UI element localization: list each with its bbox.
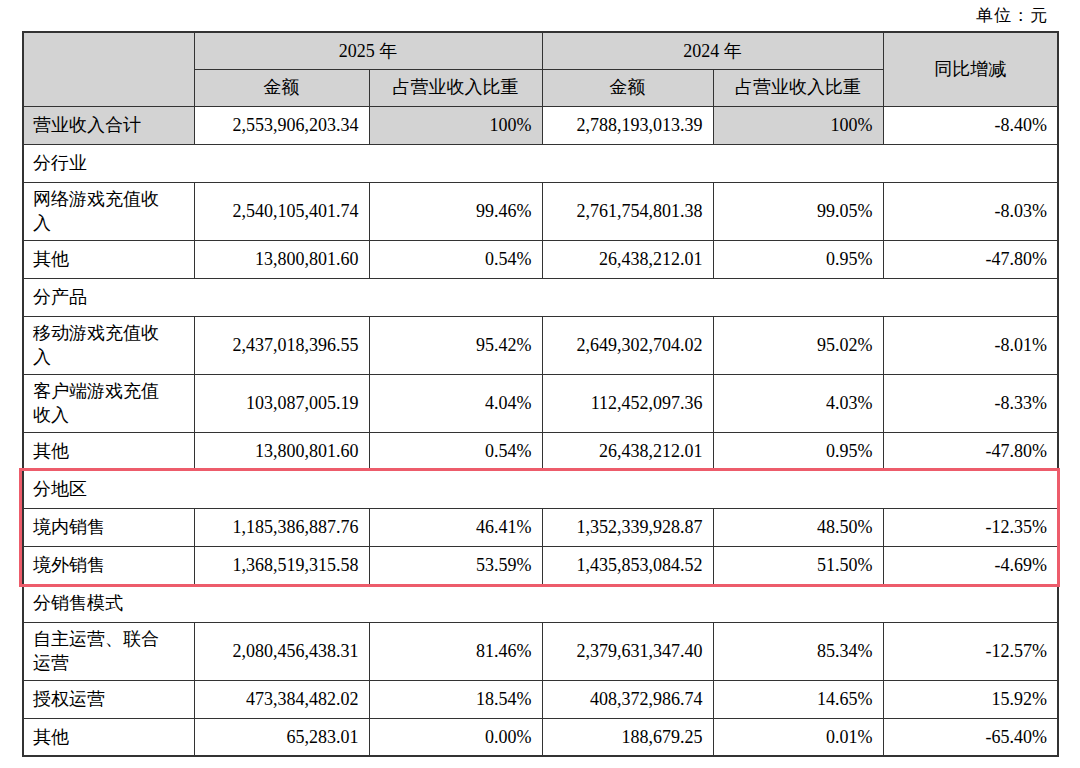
table-row: 客户端游戏充值收入103,087,005.194.04%112,452,097.… [23,374,1058,432]
amount-2025-cell: 2,437,018,396.55 [194,316,369,374]
amount-2024-cell: 2,788,193,013.39 [542,106,713,144]
amount-2024-cell: 26,438,212.01 [542,240,713,278]
amount-2025-cell: 1,368,519,315.58 [194,546,369,584]
table-row: 授权运营473,384,482.0218.54%408,372,986.7414… [23,680,1058,718]
pct-2025-header: 占营业收入比重 [369,69,542,106]
row-label: 客户端游戏充值收入 [23,374,194,432]
yoy-cell: -12.57% [883,622,1058,680]
section-label: 分产品 [23,278,1058,316]
pct-2024-cell: 100% [713,106,883,144]
row-label: 移动游戏充值收入 [23,316,194,374]
amount-2025-cell: 13,800,801.60 [194,240,369,278]
yoy-cell: -4.69% [883,546,1058,584]
table-row: 其他13,800,801.600.54%26,438,212.010.95%-4… [23,240,1058,278]
yoy-cell: 15.92% [883,680,1058,718]
pct-2024-cell: 48.50% [713,508,883,546]
row-label: 营业收入合计 [23,106,194,144]
amount-2025-header: 金额 [194,69,369,106]
table-row: 其他65,283.010.00%188,679.250.01%-65.40% [23,718,1058,756]
yoy-cell: -47.80% [883,432,1058,470]
yoy-cell: -8.01% [883,316,1058,374]
pct-2025-cell: 99.46% [369,182,542,240]
amount-2024-cell: 188,679.25 [542,718,713,756]
yoy-cell: -8.33% [883,374,1058,432]
section-label: 分销售模式 [23,584,1058,622]
pct-2025-cell: 95.42% [369,316,542,374]
yoy-cell: -65.40% [883,718,1058,756]
section-row: 分销售模式 [23,584,1058,622]
pct-2024-header: 占营业收入比重 [713,69,883,106]
pct-2025-cell: 0.00% [369,718,542,756]
table-wrapper: 2025 年 2024 年 同比增减 金额 占营业收入比重 金额 占营业收入比重… [22,31,1057,757]
yoy-cell: -8.03% [883,182,1058,240]
pct-2025-cell: 0.54% [369,432,542,470]
pct-2024-cell: 4.03% [713,374,883,432]
row-label: 授权运营 [23,680,194,718]
pct-2024-cell: 95.02% [713,316,883,374]
table-row: 营业收入合计2,553,906,203.34100%2,788,193,013.… [23,106,1058,144]
amount-2024-cell: 2,379,631,347.40 [542,622,713,680]
pct-2025-cell: 0.54% [369,240,542,278]
pct-2025-cell: 46.41% [369,508,542,546]
section-row: 分产品 [23,278,1058,316]
table-row: 网络游戏充值收入2,540,105,401.7499.46%2,761,754,… [23,182,1058,240]
header-row-years: 2025 年 2024 年 同比增减 [23,32,1058,69]
yoy-header: 同比增减 [883,32,1058,106]
table-row: 境外销售1,368,519,315.5853.59%1,435,853,084.… [23,546,1058,584]
table-row: 自主运营、联合运营2,080,456,438.3181.46%2,379,631… [23,622,1058,680]
year-2025-header: 2025 年 [194,32,542,69]
amount-2024-cell: 112,452,097.36 [542,374,713,432]
pct-2024-cell: 0.01% [713,718,883,756]
pct-2024-cell: 51.50% [713,546,883,584]
amount-2024-cell: 408,372,986.74 [542,680,713,718]
table-row: 其他13,800,801.600.54%26,438,212.010.95%-4… [23,432,1058,470]
table-row: 移动游戏充值收入2,437,018,396.5595.42%2,649,302,… [23,316,1058,374]
section-row: 分行业 [23,144,1058,182]
pct-2025-cell: 100% [369,106,542,144]
section-row: 分地区 [23,470,1058,508]
yoy-cell: -47.80% [883,240,1058,278]
pct-2025-cell: 4.04% [369,374,542,432]
corner-cell [23,32,194,106]
amount-2024-cell: 1,435,853,084.52 [542,546,713,584]
row-label: 境外销售 [23,546,194,584]
amount-2025-cell: 2,540,105,401.74 [194,182,369,240]
yoy-cell: -8.40% [883,106,1058,144]
pct-2024-cell: 0.95% [713,432,883,470]
section-label: 分行业 [23,144,1058,182]
amount-2025-cell: 103,087,005.19 [194,374,369,432]
amount-2025-cell: 2,080,456,438.31 [194,622,369,680]
amount-2024-cell: 1,352,339,928.87 [542,508,713,546]
pct-2024-cell: 85.34% [713,622,883,680]
pct-2024-cell: 14.65% [713,680,883,718]
amount-2025-cell: 65,283.01 [194,718,369,756]
row-label: 网络游戏充值收入 [23,182,194,240]
amount-2025-cell: 13,800,801.60 [194,432,369,470]
pct-2025-cell: 81.46% [369,622,542,680]
amount-2024-cell: 2,761,754,801.38 [542,182,713,240]
amount-2024-cell: 2,649,302,704.02 [542,316,713,374]
unit-label: 单位：元 [976,4,1048,27]
amount-2025-cell: 2,553,906,203.34 [194,106,369,144]
pct-2025-cell: 18.54% [369,680,542,718]
section-label: 分地区 [23,470,1058,508]
pct-2024-cell: 99.05% [713,182,883,240]
revenue-table: 2025 年 2024 年 同比增减 金额 占营业收入比重 金额 占营业收入比重… [22,31,1059,757]
row-label: 自主运营、联合运营 [23,622,194,680]
financial-report-page: { "unit_label": "单位：元", "colors": { "hea… [0,0,1080,768]
year-2024-header: 2024 年 [542,32,883,69]
pct-2025-cell: 53.59% [369,546,542,584]
pct-2024-cell: 0.95% [713,240,883,278]
row-label: 其他 [23,718,194,756]
amount-2024-header: 金额 [542,69,713,106]
table-row: 境内销售1,185,386,887.7646.41%1,352,339,928.… [23,508,1058,546]
table-body: 营业收入合计2,553,906,203.34100%2,788,193,013.… [23,106,1058,756]
row-label: 其他 [23,240,194,278]
yoy-cell: -12.35% [883,508,1058,546]
row-label: 其他 [23,432,194,470]
row-label: 境内销售 [23,508,194,546]
amount-2025-cell: 473,384,482.02 [194,680,369,718]
amount-2025-cell: 1,185,386,887.76 [194,508,369,546]
amount-2024-cell: 26,438,212.01 [542,432,713,470]
